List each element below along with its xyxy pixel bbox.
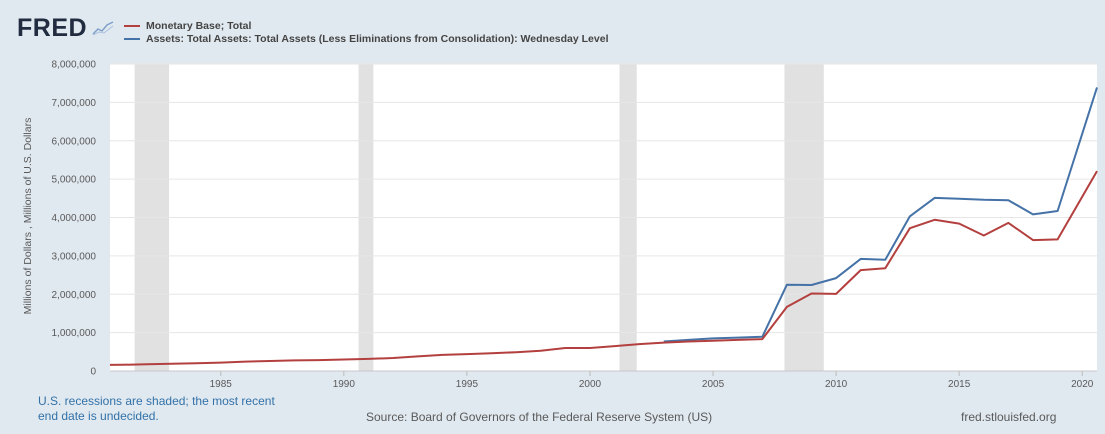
recession-note-line-2: end date is undecided. bbox=[38, 409, 159, 423]
legend-label-monetary-base: Monetary Base; Total bbox=[146, 19, 252, 32]
y-tick-label-7: 7,000,000 bbox=[52, 98, 97, 109]
series-line-monetary-base bbox=[109, 170, 1098, 366]
legend-item-total-assets[interactable]: Assets: Total Assets: Total Assets (Less… bbox=[124, 32, 609, 45]
y-tick-label-0: 0 bbox=[90, 367, 96, 378]
legend-label-total-assets: Assets: Total Assets: Total Assets (Less… bbox=[146, 32, 609, 45]
x-tick-label-5: 2010 bbox=[825, 379, 848, 390]
y-tick-label-3: 3,000,000 bbox=[52, 251, 97, 262]
source-note: Source: Board of Governors of the Federa… bbox=[366, 410, 713, 424]
fred-logo: FRED bbox=[17, 14, 88, 42]
y-tick-label-1: 1,000,000 bbox=[52, 328, 97, 339]
site-link[interactable]: fred.stlouisfed.org bbox=[961, 410, 1057, 424]
x-tick-label-0: 1985 bbox=[210, 379, 233, 390]
legend-swatch-monetary-base bbox=[124, 24, 140, 27]
legend: Monetary Base; Total Assets: Total Asset… bbox=[124, 19, 609, 45]
y-tick-label-5: 5,000,000 bbox=[52, 175, 97, 186]
x-tick-label-2: 1995 bbox=[456, 379, 479, 390]
y-tick-label-6: 6,000,000 bbox=[52, 136, 97, 147]
y-tick-label-2: 2,000,000 bbox=[52, 290, 97, 301]
x-tick-label-1: 1990 bbox=[333, 379, 356, 390]
recession-note: U.S. recessions are shaded; the most rec… bbox=[38, 394, 318, 424]
x-tick-label-4: 2005 bbox=[702, 379, 725, 390]
line-chart-icon bbox=[92, 20, 114, 36]
recession-note-line-1: U.S. recessions are shaded; the most rec… bbox=[38, 394, 275, 408]
y-tick-label-8: 8,000,000 bbox=[52, 60, 97, 71]
x-tick-label-3: 2000 bbox=[579, 379, 602, 390]
y-tick-label-4: 4,000,000 bbox=[52, 213, 97, 224]
series-line-total-assets bbox=[663, 87, 1098, 343]
legend-swatch-total-assets bbox=[124, 37, 140, 40]
x-tick-label-6: 2015 bbox=[948, 379, 971, 390]
x-tick-label-7: 2020 bbox=[1071, 379, 1094, 390]
legend-item-monetary-base[interactable]: Monetary Base; Total bbox=[124, 19, 609, 32]
